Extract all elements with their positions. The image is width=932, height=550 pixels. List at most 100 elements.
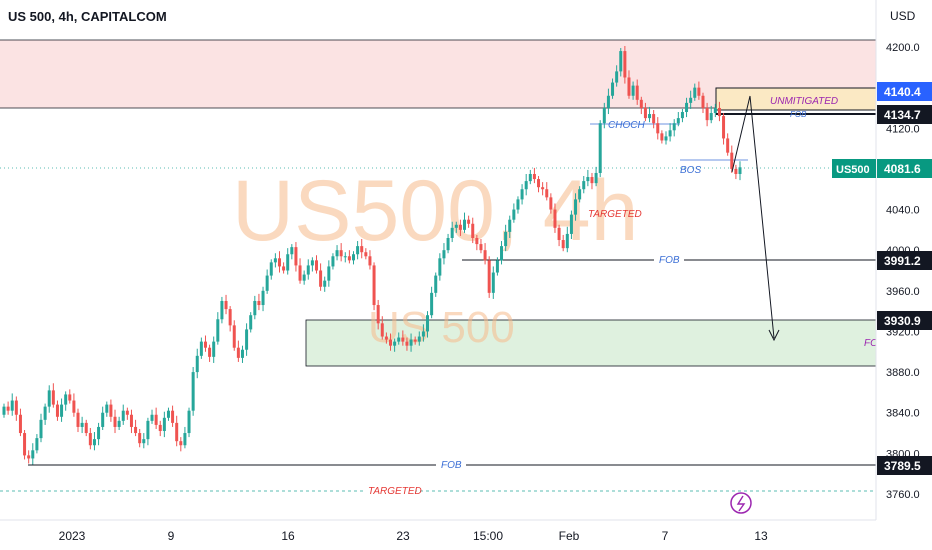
- candle-body: [101, 412, 105, 427]
- candle-body: [615, 71, 619, 83]
- fob-low-price: 3789.5: [884, 459, 921, 473]
- candle-body: [426, 315, 430, 332]
- candle-body: [693, 87, 697, 98]
- fob-low-label: FOB: [441, 460, 462, 471]
- candle-body: [565, 233, 569, 249]
- candle-body: [508, 219, 512, 232]
- candle-body: [286, 254, 290, 271]
- candle-body: [232, 325, 236, 348]
- candle-body: [680, 112, 684, 119]
- symbol-tag: [832, 159, 876, 178]
- candle-body: [635, 85, 639, 100]
- candle-body: [187, 410, 191, 434]
- candle-body: [171, 410, 175, 423]
- candle-body: [273, 258, 277, 263]
- candle-body: [142, 439, 146, 444]
- candle-body: [697, 87, 701, 96]
- time-scale[interactable]: [0, 520, 876, 550]
- candle-body: [175, 422, 179, 442]
- candle-body: [23, 433, 27, 456]
- zone-low-price: 3930.9: [884, 314, 921, 328]
- candle-body: [18, 414, 22, 434]
- candle-body: [212, 341, 216, 357]
- candle-body: [397, 337, 401, 342]
- fob-mid-price-tag: [877, 251, 932, 270]
- candle-body: [27, 455, 31, 459]
- x-tick-label: 15:00: [473, 529, 503, 543]
- candle-body: [10, 400, 14, 411]
- candle-body: [471, 223, 475, 238]
- candle-body: [347, 256, 351, 261]
- unmitigated-label: UNMITIGATED: [770, 96, 838, 107]
- candle-body: [368, 256, 372, 266]
- candle-body: [323, 280, 327, 287]
- y-tick-label: 3880.0: [886, 367, 920, 379]
- candle-body: [619, 51, 623, 72]
- watermark-sub: US 500: [368, 303, 515, 352]
- candle-body: [524, 181, 528, 190]
- candle-body: [154, 414, 158, 425]
- candle-body: [195, 355, 199, 373]
- fob-low-price-tag: [877, 456, 932, 475]
- candle-body: [643, 107, 647, 119]
- candle-body: [561, 240, 565, 249]
- candle-body: [676, 118, 680, 124]
- candle-body: [664, 136, 668, 141]
- candle-body: [146, 420, 150, 440]
- lightning-event-icon[interactable]: [730, 492, 752, 514]
- candle-body: [557, 227, 561, 241]
- candle-body: [314, 260, 318, 271]
- candle-body: [282, 266, 286, 271]
- candle-body: [356, 246, 360, 255]
- candle-body: [339, 250, 343, 257]
- candle-body: [150, 414, 154, 421]
- candle-body: [586, 177, 590, 182]
- candle-body: [68, 394, 72, 401]
- candle-body: [158, 424, 162, 432]
- candle-body: [722, 116, 726, 139]
- candle-body: [656, 123, 660, 134]
- candle-body: [491, 272, 495, 293]
- candle-body: [14, 400, 18, 415]
- candle-body: [730, 152, 734, 169]
- x-tick-label: Feb: [559, 529, 580, 543]
- candle-body: [648, 114, 652, 119]
- candle-body: [331, 256, 335, 267]
- fob-low-label-bg: [436, 458, 466, 471]
- candle-body: [43, 406, 47, 420]
- candle-body: [594, 172, 598, 184]
- candle-body: [467, 219, 471, 224]
- candle-body: [51, 390, 55, 405]
- zone-low-price-tag: [877, 311, 932, 330]
- candle-body: [631, 85, 635, 96]
- candle-body: [199, 341, 203, 356]
- y-tick-label: 3840.0: [886, 408, 920, 420]
- candle-body: [6, 406, 10, 411]
- candle-body: [500, 246, 504, 261]
- fob-mid-price: 3991.2: [884, 254, 921, 268]
- candle-body: [97, 426, 101, 440]
- candle-body: [450, 227, 454, 238]
- candle-body: [672, 123, 676, 131]
- candle-body: [454, 224, 458, 228]
- candle-body: [417, 336, 421, 342]
- candle-body: [487, 260, 491, 293]
- candles: [2, 45, 742, 465]
- candle-body: [528, 173, 532, 182]
- candle-body: [380, 323, 384, 337]
- candle-body: [623, 51, 627, 78]
- candle-body: [310, 260, 314, 266]
- candle-body: [245, 329, 249, 350]
- candle-body: [134, 426, 138, 434]
- candle-body: [405, 341, 409, 346]
- candle-body: [113, 416, 117, 427]
- candle-body: [652, 114, 656, 124]
- candle-body: [479, 244, 483, 251]
- upper-zone-price: 4140.4: [884, 85, 921, 99]
- candle-body: [582, 181, 586, 190]
- fob-mid-label: FOB: [659, 255, 680, 266]
- candle-body: [208, 347, 212, 357]
- candle-body: [532, 173, 536, 180]
- projection-path: [731, 95, 775, 339]
